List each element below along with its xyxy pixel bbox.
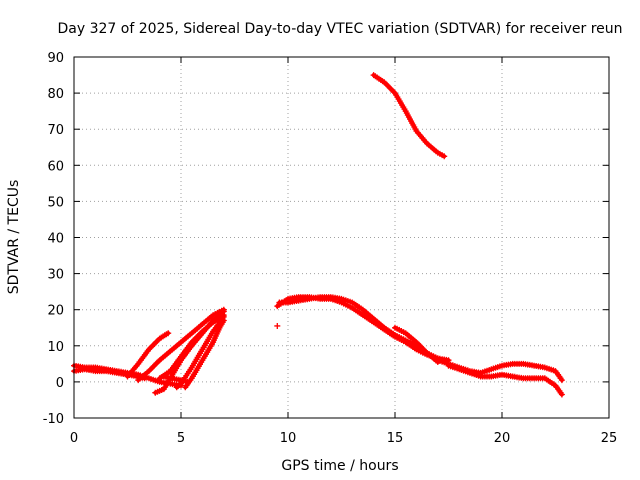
x-tick-label: 5 bbox=[177, 431, 185, 446]
data-points bbox=[370, 72, 448, 160]
x-tick-label: 15 bbox=[387, 431, 404, 446]
x-tick-label: 10 bbox=[280, 431, 297, 446]
y-tick-label: 50 bbox=[47, 195, 64, 210]
series-outlier bbox=[274, 322, 281, 329]
y-tick-label: 30 bbox=[47, 268, 64, 283]
y-tick-label: 40 bbox=[47, 232, 64, 247]
data-points bbox=[156, 312, 227, 382]
y-tick-label: 90 bbox=[47, 51, 64, 66]
y-tick-label: 80 bbox=[47, 87, 64, 102]
data-points bbox=[135, 306, 227, 384]
y-axis-label: SDTVAR / TECUs bbox=[6, 180, 22, 295]
y-tick-label: -10 bbox=[43, 412, 64, 427]
series-arc-l bbox=[392, 324, 441, 365]
y-tick-label: 70 bbox=[47, 123, 64, 138]
data-points bbox=[445, 362, 565, 398]
series-arc-i bbox=[156, 312, 227, 382]
y-tick-label: 0 bbox=[56, 376, 64, 391]
series-arc-c bbox=[124, 330, 172, 380]
data-points bbox=[392, 324, 441, 365]
series-arc-d bbox=[135, 306, 227, 384]
chart-title: Day 327 of 2025, Sidereal Day-to-day VTE… bbox=[57, 21, 622, 37]
ticks-layer: 0 5 10 15 20 25 -10 0 10 20 30 40 50 60 70 80 90 bbox=[43, 51, 618, 446]
y-tick-label: 60 bbox=[47, 159, 64, 174]
y-tick-label: 10 bbox=[47, 340, 64, 355]
x-tick-label: 20 bbox=[494, 431, 511, 446]
y-tick-label: 20 bbox=[47, 304, 64, 319]
x-axis-label: GPS time / hours bbox=[281, 458, 398, 474]
data-point bbox=[274, 322, 281, 329]
series-arc-n bbox=[445, 362, 565, 398]
x-tick-label: 0 bbox=[70, 431, 78, 446]
series-arc-f bbox=[173, 313, 227, 391]
x-tick-label: 25 bbox=[601, 431, 618, 446]
series-arc-o bbox=[370, 72, 448, 160]
data-points bbox=[124, 330, 172, 380]
data-layer bbox=[71, 72, 565, 398]
